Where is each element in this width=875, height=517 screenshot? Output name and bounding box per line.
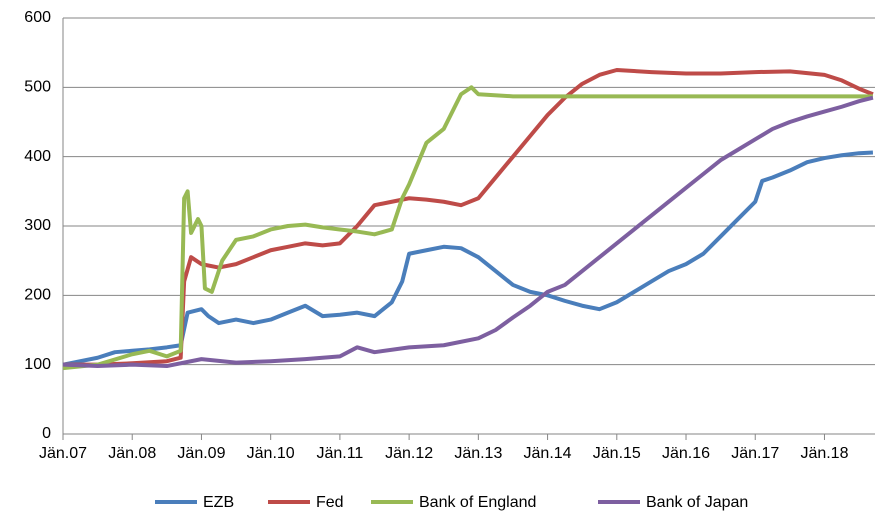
legend-label: Fed: [316, 494, 344, 511]
y-tick-label: 0: [42, 425, 51, 442]
x-tick-label: Jän.17: [731, 445, 779, 462]
series-line: [63, 68, 874, 367]
y-tick-label: 100: [24, 356, 51, 373]
x-tick-label: Jän.13: [454, 445, 502, 462]
x-tick-label: Jän.08: [108, 445, 156, 462]
series-line: [62, 85, 873, 371]
x-tick-label: Jän.12: [385, 445, 433, 462]
y-tick-label: 500: [24, 79, 51, 96]
x-tick-label: Jän.14: [524, 445, 572, 462]
x-tick-label: Jän.18: [800, 445, 848, 462]
x-tick-label: Jän.09: [177, 445, 225, 462]
x-tick-label: Jän.07: [39, 445, 87, 462]
x-tick-label: Jän.11: [316, 445, 363, 462]
y-tick-label: 300: [24, 217, 51, 234]
series-line: [62, 95, 874, 369]
y-tick-label: 200: [24, 287, 51, 304]
legend-label: Bank of Japan: [646, 494, 748, 511]
legend-label: Bank of England: [419, 494, 536, 511]
x-tick-label: Jän.10: [247, 445, 295, 462]
y-tick-label: 400: [24, 148, 51, 165]
legend-label: EZB: [203, 494, 234, 511]
y-tick-label: 600: [24, 9, 51, 26]
x-tick-label: Jän.15: [593, 445, 641, 462]
series-line: [62, 150, 874, 367]
x-tick-label: Jän.16: [662, 445, 710, 462]
